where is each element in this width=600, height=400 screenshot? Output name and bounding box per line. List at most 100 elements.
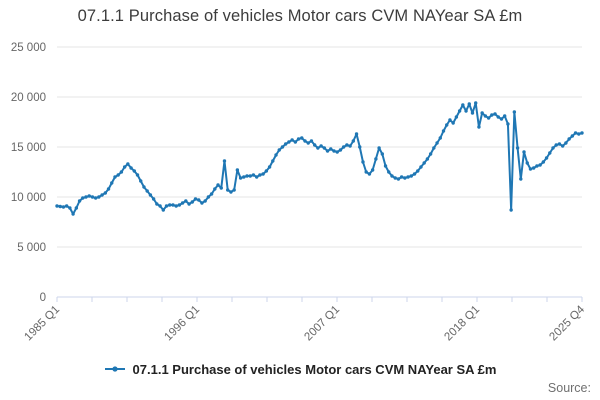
series-point-marker: [132, 169, 136, 173]
series-point-marker: [351, 139, 356, 143]
series-point-marker: [493, 112, 497, 116]
series-point-marker: [409, 174, 413, 178]
series-point-marker: [457, 109, 462, 113]
series-point-marker: [242, 175, 246, 179]
series-point-marker: [251, 173, 256, 177]
series-point-marker: [538, 163, 542, 167]
series-point-marker: [303, 139, 307, 143]
series-point-marker: [135, 173, 140, 177]
series-point-marker: [68, 206, 72, 210]
series-point-marker: [113, 175, 117, 179]
series-point-marker: [209, 192, 214, 196]
series-point-marker: [403, 176, 407, 180]
series-point-marker: [470, 111, 475, 115]
y-axis-tick-label: 0: [40, 292, 46, 304]
series-point-marker: [309, 139, 314, 143]
series-point-marker: [483, 114, 488, 118]
series-point-marker: [448, 118, 452, 122]
series-point-marker: [151, 197, 156, 201]
series-point-marker: [64, 204, 69, 208]
series-point-marker: [306, 141, 310, 145]
y-axis-tick-label: 10 000: [11, 192, 46, 204]
series-point-marker: [148, 193, 153, 197]
series-point-marker: [358, 145, 362, 149]
series-point-marker: [332, 149, 336, 153]
series-point-marker: [296, 137, 301, 141]
series-point-marker: [119, 170, 124, 174]
series-point-marker: [197, 198, 201, 202]
x-axis-tick-label: 2018 Q1: [442, 304, 482, 344]
series-point-marker: [490, 113, 494, 117]
series-point-marker: [103, 191, 108, 195]
series-point-marker: [81, 196, 85, 200]
series-point-marker: [422, 161, 426, 165]
series-point-marker: [560, 144, 565, 148]
y-axis-tick-label: 15 000: [11, 142, 46, 154]
series-point-marker: [364, 170, 368, 174]
series-point-marker: [187, 202, 191, 206]
series-point-marker: [97, 195, 101, 199]
series-point-marker: [341, 145, 346, 149]
series-point-marker: [139, 179, 143, 183]
y-axis-tick-label: 5 000: [17, 242, 46, 254]
series-point-marker: [528, 167, 533, 171]
series-point-marker: [354, 132, 359, 136]
series-point-marker: [435, 141, 439, 145]
series-point-marker: [464, 109, 468, 113]
series-point-marker: [445, 123, 449, 127]
series-point-marker: [387, 170, 391, 174]
series-point-marker: [474, 101, 478, 105]
series-point-marker: [570, 134, 575, 138]
series-point-marker: [180, 201, 185, 205]
series-point-marker: [416, 169, 420, 173]
series-point-marker: [142, 185, 146, 189]
series-point-marker: [213, 187, 217, 191]
legend-item[interactable]: 07.1.1 Purchase of vehicles Motor cars C…: [0, 360, 600, 378]
series-point-marker: [267, 165, 272, 169]
series-point-marker: [345, 143, 349, 147]
series-point-marker: [300, 136, 304, 140]
series-point-marker: [290, 138, 294, 142]
series-point-marker: [116, 173, 120, 177]
series-point-marker: [338, 148, 343, 152]
series-point-marker: [515, 146, 520, 150]
series-point-marker: [190, 200, 194, 204]
y-axis-tick-label: 25 000: [11, 42, 46, 54]
series-point-marker: [219, 186, 223, 190]
series-point-marker: [506, 122, 510, 126]
series-point-marker: [274, 153, 278, 157]
series-point-marker: [280, 145, 285, 149]
series-point-marker: [467, 102, 471, 106]
series-point-marker: [174, 204, 178, 208]
series-point-marker: [374, 157, 378, 161]
series-point-marker: [329, 147, 333, 151]
series-point-marker: [129, 166, 133, 170]
series-point-marker: [477, 125, 481, 129]
series-point-marker: [168, 203, 172, 207]
series-point-marker: [122, 165, 127, 169]
series-point-marker: [319, 144, 323, 148]
series-point-marker: [438, 136, 442, 140]
series-point-marker: [193, 197, 198, 201]
series-point-marker: [164, 204, 169, 208]
series-point-marker: [106, 187, 111, 191]
source-label: Source:: [547, 381, 591, 395]
series-point-marker: [171, 203, 175, 207]
series-point-marker: [580, 131, 584, 135]
series-point-marker: [158, 204, 162, 208]
series-point-marker: [451, 121, 455, 125]
series-point-marker: [551, 146, 555, 150]
series-point-marker: [396, 177, 401, 181]
series-point-marker: [74, 206, 79, 210]
series-point-marker: [258, 173, 262, 177]
series-point-marker: [110, 181, 114, 185]
series-point-marker: [58, 204, 62, 209]
series-point-marker: [432, 146, 436, 150]
series-point-marker: [419, 165, 423, 169]
series-point-marker: [535, 164, 539, 168]
series-point-marker: [525, 161, 529, 165]
series-point-marker: [77, 199, 82, 203]
series-point-marker: [399, 175, 404, 179]
series-point-marker: [216, 183, 220, 187]
